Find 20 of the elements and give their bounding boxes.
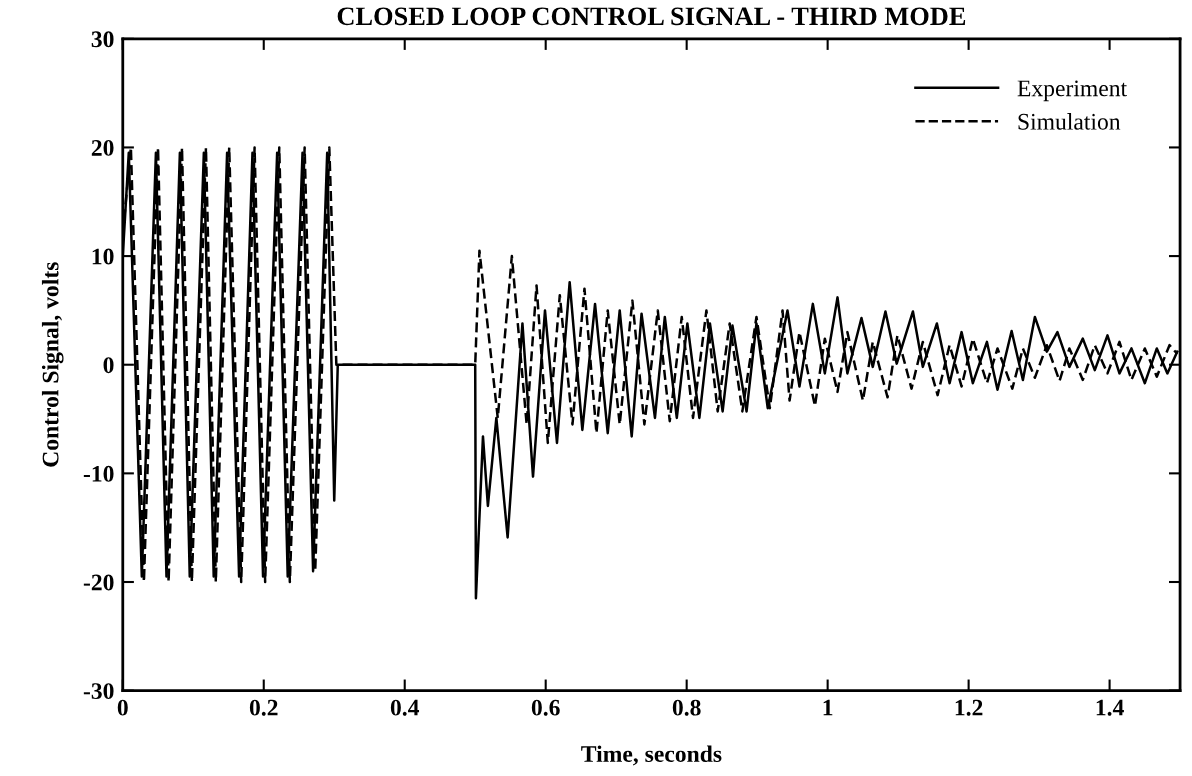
- x-tick-label: 0.4: [390, 699, 420, 716]
- x-tick-label: 0.6: [531, 699, 560, 716]
- y-tick-label: 30: [91, 31, 114, 48]
- y-tick-label: -20: [83, 574, 114, 591]
- y-tick-label: 0: [103, 357, 114, 374]
- x-tick-label: 1.2: [955, 699, 983, 716]
- y-tick-label: -30: [83, 683, 114, 700]
- y-tick-label: -10: [83, 465, 114, 482]
- x-tick-label: 0.2: [249, 699, 278, 716]
- x-tick-label: 0: [117, 699, 128, 716]
- x-axis-title: Time, seconds: [581, 745, 722, 766]
- y-tick-label: 20: [91, 139, 114, 156]
- legend-label: Experiment: [1017, 80, 1127, 102]
- x-tick-label: 1: [823, 699, 833, 716]
- y-axis-title: Control Signal, volts: [41, 262, 64, 467]
- legend-label: Simulation: [1018, 113, 1121, 130]
- x-tick-label: 0.8: [672, 699, 701, 716]
- y-tick-label: 10: [92, 248, 114, 265]
- x-tick-label: 1.4: [1096, 699, 1124, 716]
- chart-title: CLOSED LOOP CONTROL SIGNAL - THIRD MODE: [337, 7, 966, 26]
